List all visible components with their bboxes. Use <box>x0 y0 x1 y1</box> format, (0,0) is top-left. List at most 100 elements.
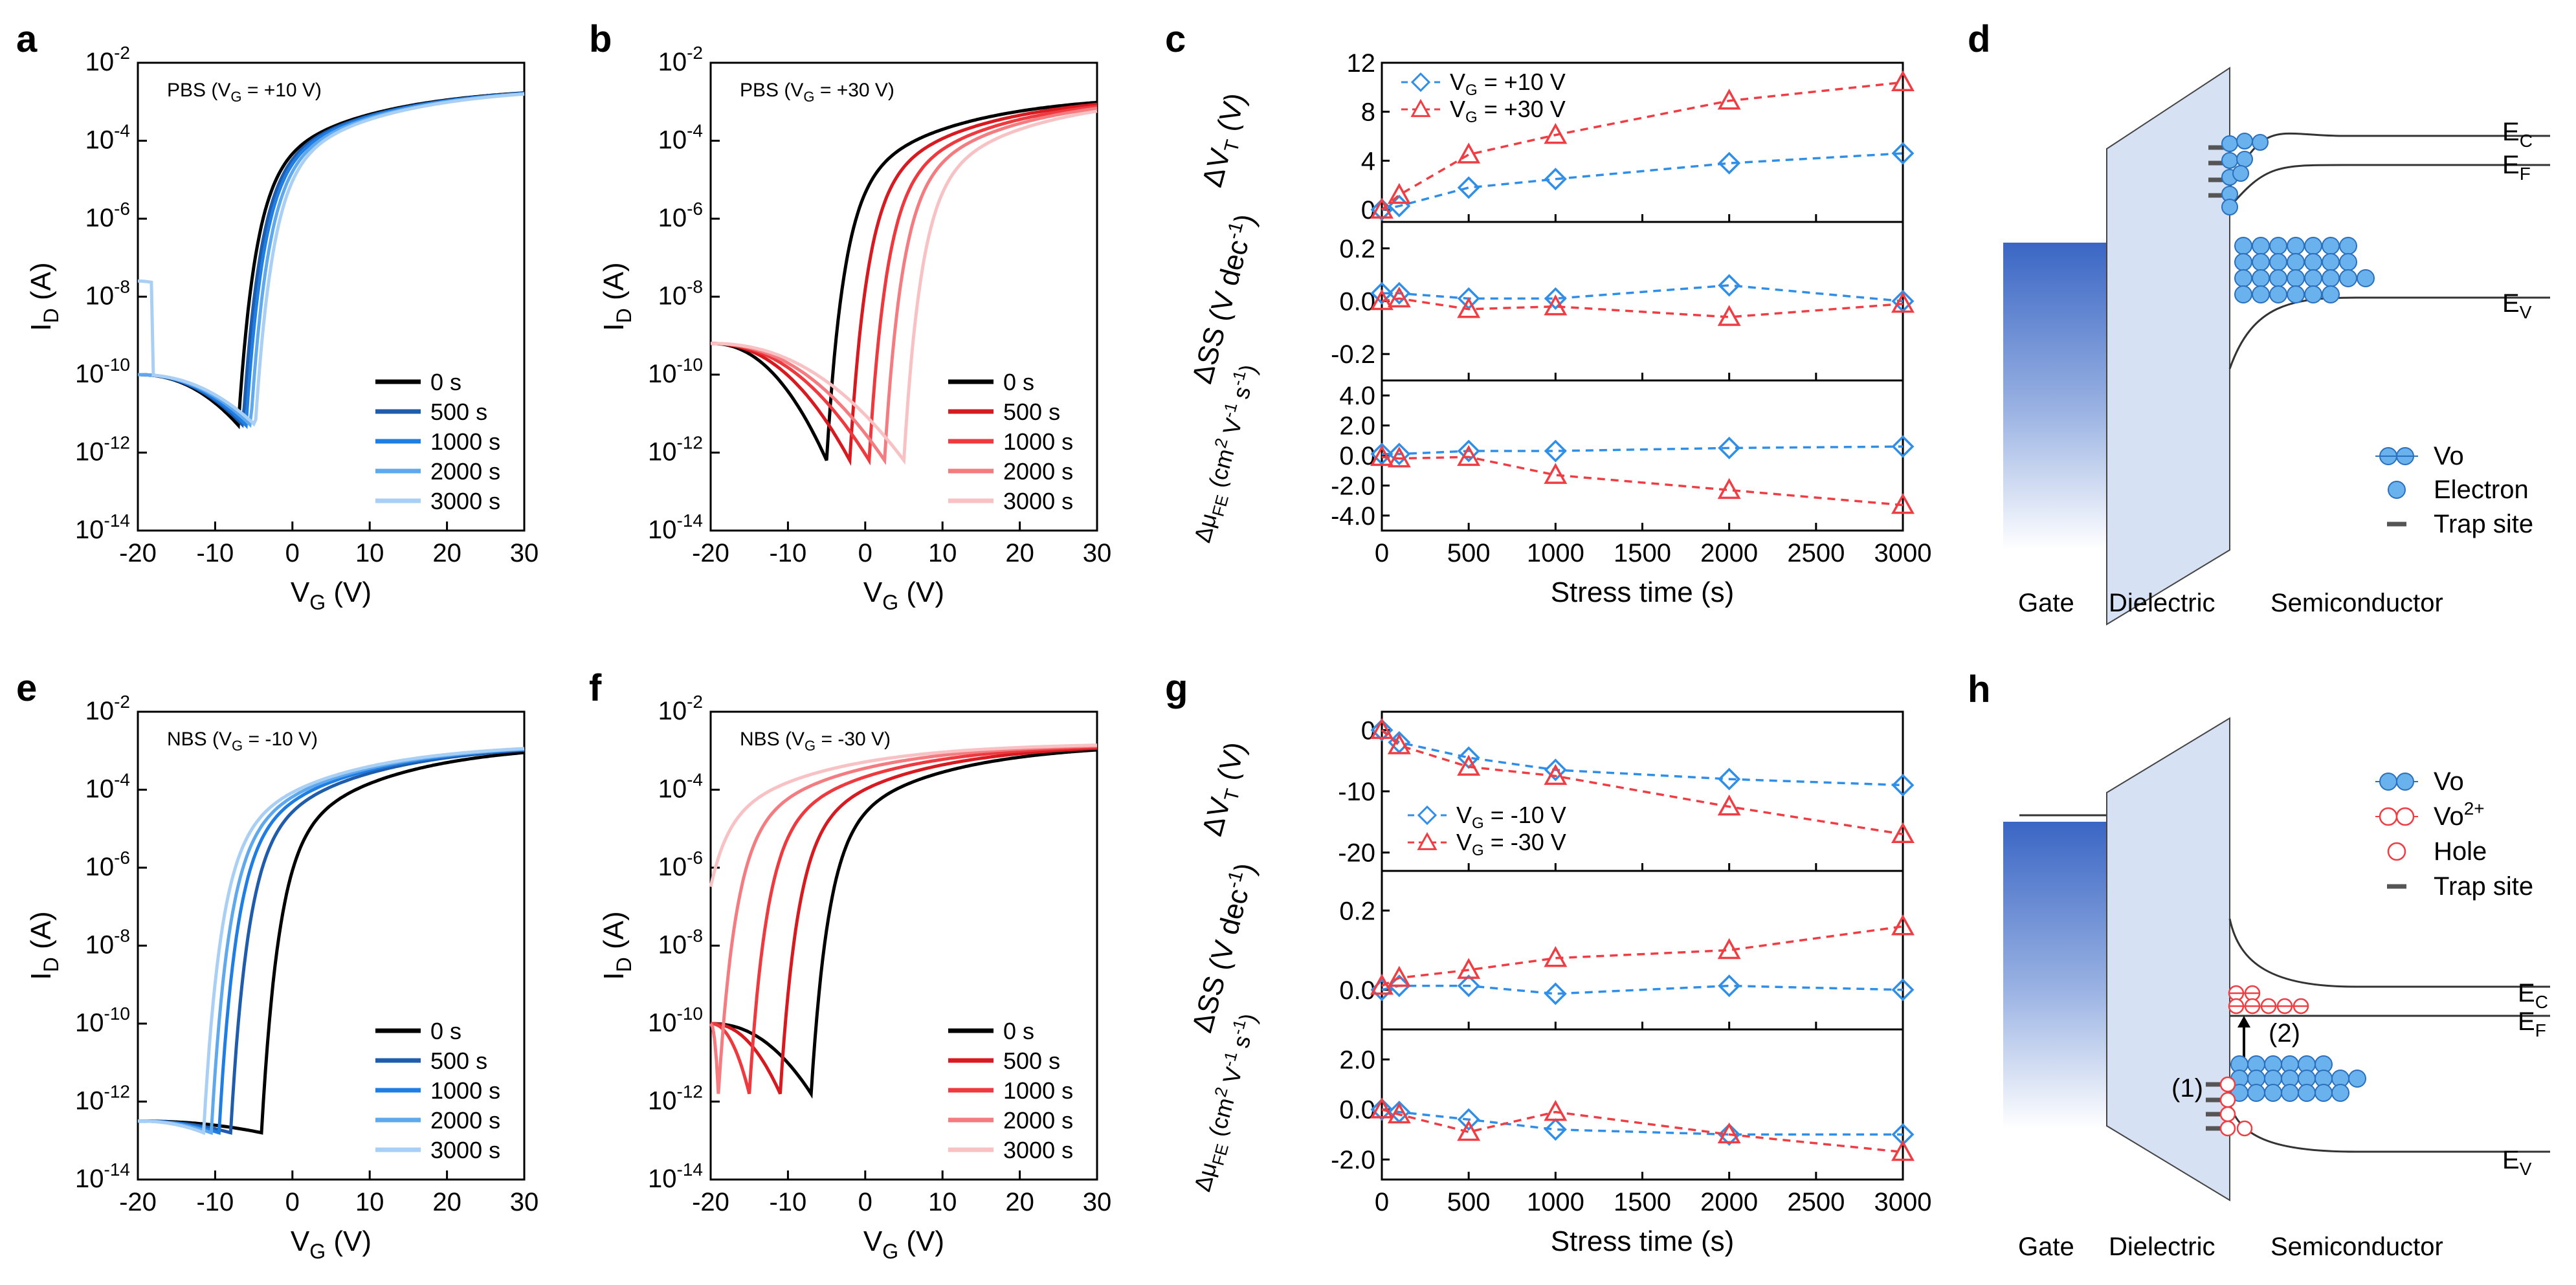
vo-site <box>2304 237 2322 255</box>
interface-electrons <box>2221 133 2269 215</box>
data-point-triangle <box>1891 70 1915 92</box>
subplot-frame <box>1381 379 1904 532</box>
legend-label-0s: 0 s <box>1003 1018 1034 1044</box>
data-point-triangle <box>1387 733 1411 754</box>
vo-site <box>2304 253 2322 271</box>
x-tick-label: -20 <box>119 539 157 567</box>
x-axis-label: Stress time (s) <box>1551 1225 1735 1257</box>
curve-1000s <box>138 91 525 429</box>
y-tick-label: 10-2 <box>658 43 703 76</box>
vo-site <box>2252 253 2270 271</box>
legend-label-1000s: 1000 s <box>430 428 500 455</box>
data-point-diamond <box>1891 774 1915 797</box>
x-tick-label: 20 <box>1005 539 1034 567</box>
data-point-triangle <box>1457 1119 1481 1141</box>
vo-site <box>2234 237 2252 255</box>
y-tick-label: 10-2 <box>85 692 130 725</box>
legend-label-500s: 500 s <box>430 1048 487 1074</box>
vo-site <box>2269 269 2287 287</box>
vo-site <box>2247 1084 2265 1102</box>
y-tick-label: 10-12 <box>648 433 703 467</box>
curve-3000s <box>138 92 525 427</box>
curve-2000s <box>711 106 1098 465</box>
y-axis-label: ΔμFE (cm2 V-1 s-1) <box>1186 361 1267 547</box>
y-tick-label: 10-8 <box>85 277 130 311</box>
vo-site <box>2322 269 2340 287</box>
data-point-triangle <box>1717 89 1741 110</box>
condition-annotation: PBS (VG = +30 V) <box>740 80 894 105</box>
x-tick-label: -20 <box>692 539 729 567</box>
data-point-triangle <box>1387 182 1411 204</box>
data-point-triangle <box>1544 946 1568 967</box>
x-axis-label: VG (V) <box>291 1225 372 1263</box>
series-line <box>1381 456 1904 507</box>
data-point-triangle <box>1370 1097 1393 1119</box>
legend-label-500s: 500 s <box>430 399 487 425</box>
excitation-arrowhead <box>2237 1016 2250 1027</box>
label-gate: Gate <box>2018 1233 2074 1261</box>
panel-e-transfer-chart: e -20 -10 0 10 20 30 10-2 10-4 10-6 10-8 10-10 10-12… <box>16 667 539 1263</box>
data-point-triangle <box>1387 446 1411 468</box>
data-point-triangle <box>1891 492 1915 514</box>
legend-label-3000s: 3000 s <box>1003 488 1073 514</box>
data-point-diamond <box>1544 287 1567 310</box>
vo-site <box>2322 237 2340 255</box>
ev-band-line <box>2228 1103 2550 1153</box>
vo2plus-row <box>2228 985 2309 1015</box>
vo-site <box>2269 237 2287 255</box>
data-point-triangle <box>1457 142 1481 164</box>
y-tick-label: 10-2 <box>658 692 703 725</box>
x-tick-label: 1000 <box>1527 1188 1584 1216</box>
panel-letter-d: d <box>1968 18 1990 60</box>
data-point-triangle <box>1370 289 1393 311</box>
panel-letter-e: e <box>16 667 37 709</box>
legend-label-500s: 500 s <box>1003 399 1060 425</box>
data-point-diamond <box>1457 439 1480 463</box>
x-tick-label: 1500 <box>1614 539 1671 567</box>
legend-label-1000s: 1000 s <box>1003 428 1073 455</box>
vo2plus-legend-icon <box>2379 807 2398 826</box>
x-tick-label: 10 <box>355 539 384 567</box>
y-tick-label: 10-10 <box>75 1004 130 1037</box>
panel-b-transfer-chart: b -20 -10 0 10 20 30 10-2 10-4 10-6 10-8 10-10 10-12… <box>589 18 1111 614</box>
vo-site <box>2304 269 2322 287</box>
data-point-triangle <box>1387 286 1411 308</box>
data-point-diamond <box>1457 176 1480 199</box>
vo-site <box>2339 237 2357 255</box>
y-tick-label: -0.2 <box>1331 340 1375 369</box>
legend-triangle <box>1410 98 1431 117</box>
x-tick-label: 2500 <box>1787 1188 1845 1216</box>
x-tick-label: -10 <box>196 539 234 567</box>
x-tick-label: -20 <box>692 1188 729 1216</box>
legend-label-0s: 0 s <box>1003 369 1034 395</box>
legend-vo: Vo <box>2434 442 2464 470</box>
y-axis-label: ID (A) <box>598 911 636 980</box>
y-tick-label: 10-4 <box>85 121 130 155</box>
vo-site <box>2252 269 2270 287</box>
y-tick-label: 10-10 <box>648 1004 703 1037</box>
legend-vo: Vo <box>2434 767 2464 796</box>
legend-label-0s: 0 s <box>430 369 461 395</box>
series-line <box>1381 81 1904 211</box>
vo-legend-icon-2 <box>2396 773 2414 791</box>
vo-site <box>2322 253 2340 271</box>
legend-label-500s: 500 s <box>1003 1048 1060 1074</box>
curve-0s <box>138 751 525 1135</box>
ec-band-line <box>2228 918 2550 988</box>
y-tick-label: 10-6 <box>658 848 703 881</box>
x-tick-label: 30 <box>1083 1188 1112 1216</box>
data-point-diamond <box>1544 758 1567 782</box>
y-tick-label: 10-8 <box>658 926 703 960</box>
y-tick-label: 12 <box>1347 49 1376 78</box>
condition-annotation: NBS (VG = -30 V) <box>740 729 891 754</box>
data-point-triangle <box>1717 478 1741 500</box>
data-point-triangle <box>1891 1139 1915 1161</box>
data-point-diamond <box>1544 982 1567 1005</box>
data-point-diamond <box>1891 978 1915 1002</box>
data-point-diamond <box>1718 767 1741 791</box>
legend-label-2000s: 2000 s <box>1003 458 1073 485</box>
legend-label-3000s: 3000 s <box>1003 1137 1073 1163</box>
y-tick-label: 10-6 <box>658 199 703 232</box>
y-tick-label: -4.0 <box>1331 502 1375 531</box>
label-semiconductor: Semiconductor <box>2271 1233 2443 1261</box>
